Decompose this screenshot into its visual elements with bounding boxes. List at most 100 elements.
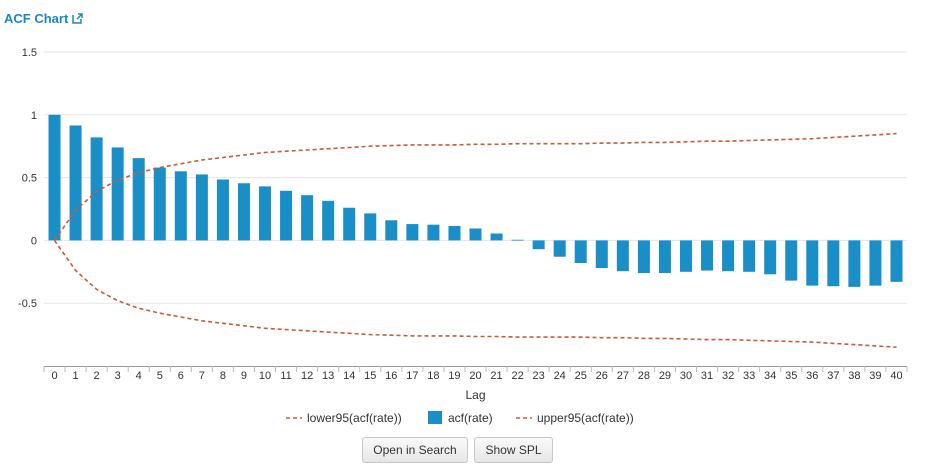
x-tick-label: 2: [94, 370, 100, 382]
x-tick-label: 17: [406, 370, 418, 382]
x-tick-label: 32: [722, 370, 734, 382]
acf-bar: [385, 220, 398, 241]
acf-bar: [658, 240, 671, 274]
acf-bar: [132, 158, 145, 241]
x-tick-label: 18: [427, 370, 439, 382]
x-tick-label: 33: [743, 370, 755, 382]
acf-bar: [490, 233, 503, 241]
x-tick-label: 38: [848, 370, 860, 382]
x-tick-label: 10: [259, 370, 271, 382]
show-spl-button[interactable]: Show SPL: [474, 437, 553, 463]
y-tick-label: 0.5: [22, 173, 37, 185]
acf-bar: [448, 225, 461, 241]
acf-bar: [174, 171, 187, 241]
acf-bar: [259, 186, 272, 241]
acf-bar: [406, 224, 419, 241]
x-tick-label: 7: [199, 370, 205, 382]
x-tick-label: 37: [827, 370, 839, 382]
chart-title-link[interactable]: ACF Chart: [4, 11, 84, 26]
x-tick-label: 22: [511, 370, 523, 382]
acf-bar: [532, 240, 545, 250]
x-tick-label: 15: [364, 370, 376, 382]
x-tick-label: 13: [322, 370, 334, 382]
x-tick-label: 25: [575, 370, 587, 382]
legend-label: upper95(acf(rate)): [537, 411, 634, 425]
x-tick-label: 9: [241, 370, 247, 382]
acf-bar: [301, 195, 314, 241]
y-tick-label: 1: [31, 110, 37, 122]
acf-bar: [553, 240, 566, 257]
x-tick-label: 30: [680, 370, 692, 382]
acf-bar: [90, 137, 103, 241]
acf-bar: [764, 240, 777, 275]
acf-bar: [890, 240, 903, 282]
acf-bar: [722, 240, 735, 272]
acf-bar: [806, 240, 819, 286]
acf-bar: [637, 240, 650, 274]
acf-bar: [827, 240, 840, 287]
x-tick-label: 39: [869, 370, 881, 382]
legend-label: lower95(acf(rate)): [307, 411, 402, 425]
x-tick-label: 28: [638, 370, 650, 382]
x-tick-label: 5: [157, 370, 163, 382]
open-in-search-button[interactable]: Open in Search: [362, 437, 468, 463]
x-tick-label: 23: [533, 370, 545, 382]
acf-bar: [595, 240, 608, 269]
x-tick-label: 6: [178, 370, 184, 382]
x-tick-label: 26: [596, 370, 608, 382]
acf-bar: [216, 179, 229, 241]
acf-bar: [48, 114, 61, 241]
y-tick-label: -0.5: [18, 298, 37, 310]
x-tick-label: 16: [385, 370, 397, 382]
acf-bar: [237, 183, 250, 241]
x-axis-label: Lag: [465, 388, 485, 402]
x-tick-label: 24: [554, 370, 566, 382]
y-tick-label: 1.5: [22, 47, 37, 59]
acf-bar: [679, 240, 692, 272]
x-tick-label: 3: [115, 370, 121, 382]
x-tick-label: 27: [617, 370, 629, 382]
x-tick-label: 21: [490, 370, 502, 382]
legend-swatch-acf: [428, 411, 442, 424]
x-tick-label: 19: [448, 370, 460, 382]
acf-bar: [848, 240, 861, 287]
acf-bar: [469, 228, 482, 241]
x-tick-label: 20: [469, 370, 481, 382]
acf-bar: [322, 200, 335, 241]
x-tick-label: 11: [280, 370, 291, 382]
x-tick-label: 34: [764, 370, 776, 382]
acf-bar: [701, 240, 714, 271]
x-tick-label: 1: [73, 370, 79, 382]
acf-bar: [511, 239, 524, 241]
x-tick-label: 40: [890, 370, 902, 382]
x-tick-label: 8: [220, 370, 226, 382]
x-tick-label: 4: [136, 370, 142, 382]
chart-title: ACF Chart: [4, 11, 69, 26]
x-tick-label: 31: [701, 370, 713, 382]
x-tick-label: 0: [51, 370, 57, 382]
lower95-line: [53, 239, 897, 348]
external-link-icon: [72, 13, 84, 24]
acf-bar: [785, 240, 798, 281]
x-tick-label: 29: [659, 370, 671, 382]
acf-bar: [574, 240, 587, 264]
x-tick-label: 36: [806, 370, 818, 382]
acf-bar: [743, 240, 756, 272]
x-tick-label: 12: [301, 370, 313, 382]
upper95-line: [53, 132, 897, 241]
x-tick-label: 35: [785, 370, 797, 382]
legend-label: acf(rate): [448, 411, 493, 425]
acf-bar: [616, 240, 629, 272]
acf-bar: [111, 147, 124, 241]
acf-bar: [343, 207, 356, 241]
acf-bar: [280, 190, 293, 241]
acf-bar: [69, 125, 82, 241]
acf-bar: [427, 224, 440, 241]
x-tick-label: 14: [343, 370, 355, 382]
y-tick-label: 0: [31, 235, 37, 247]
acf-bar: [869, 240, 882, 286]
acf-bar: [153, 167, 166, 241]
acf-bar: [195, 174, 208, 241]
acf-bar: [364, 213, 377, 241]
